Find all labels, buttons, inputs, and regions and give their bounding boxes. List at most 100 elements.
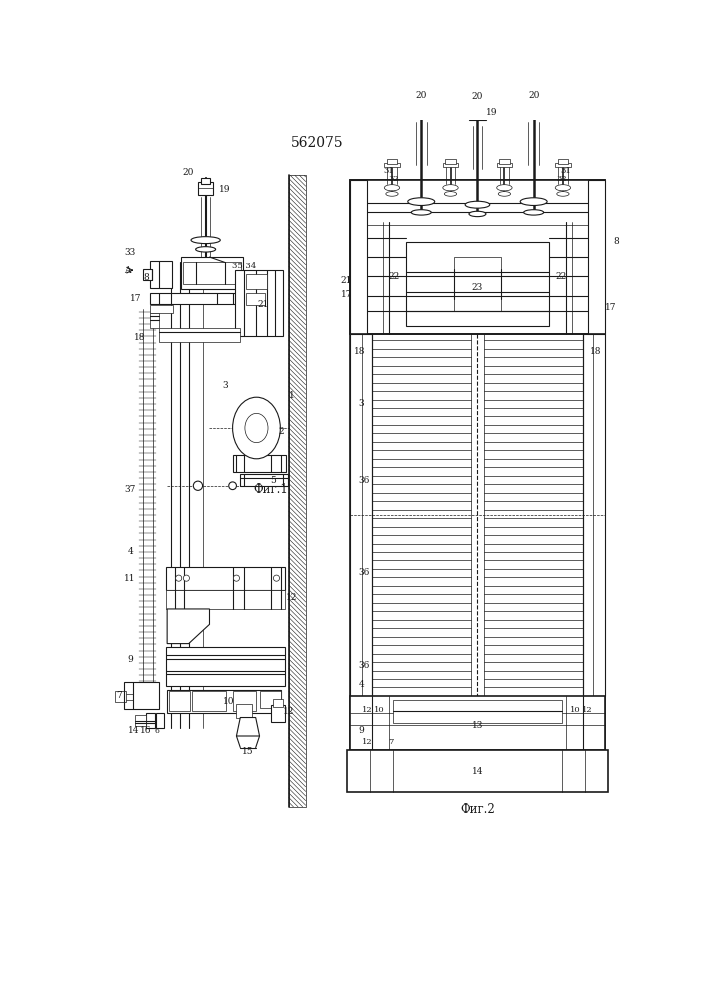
Text: 6: 6 bbox=[250, 414, 256, 423]
Ellipse shape bbox=[411, 210, 431, 215]
Text: 18: 18 bbox=[134, 333, 146, 342]
Text: 32: 32 bbox=[556, 175, 567, 183]
Bar bbox=[146, 713, 155, 728]
Bar bbox=[236, 704, 252, 718]
Text: 5: 5 bbox=[271, 476, 276, 485]
Text: 16: 16 bbox=[140, 726, 151, 735]
Bar bbox=[583, 334, 604, 696]
Bar bbox=[412, 111, 431, 117]
Bar bbox=[351, 334, 372, 696]
Bar bbox=[201, 178, 210, 184]
Bar bbox=[351, 180, 604, 788]
Text: 37: 37 bbox=[124, 485, 136, 494]
Bar bbox=[165, 590, 285, 609]
Ellipse shape bbox=[444, 192, 457, 196]
Bar bbox=[181, 257, 243, 289]
Text: 20: 20 bbox=[416, 91, 427, 100]
Text: 18: 18 bbox=[590, 347, 601, 356]
Bar bbox=[351, 180, 604, 334]
Text: 22: 22 bbox=[555, 272, 566, 281]
Circle shape bbox=[183, 575, 189, 581]
Text: 36: 36 bbox=[358, 476, 370, 485]
Bar bbox=[150, 293, 243, 304]
Circle shape bbox=[274, 575, 279, 581]
Text: 20: 20 bbox=[182, 168, 194, 177]
Ellipse shape bbox=[191, 237, 221, 244]
Bar bbox=[497, 163, 512, 167]
Ellipse shape bbox=[498, 192, 510, 196]
Text: 17: 17 bbox=[341, 290, 352, 299]
Bar bbox=[246, 293, 265, 305]
Bar bbox=[135, 715, 146, 726]
Bar bbox=[124, 682, 158, 709]
Text: 14: 14 bbox=[128, 726, 140, 735]
Bar bbox=[474, 103, 481, 110]
Bar bbox=[150, 261, 172, 288]
Bar bbox=[525, 111, 543, 117]
Bar bbox=[160, 328, 240, 342]
Text: 20: 20 bbox=[472, 92, 483, 101]
Bar bbox=[246, 274, 267, 289]
Ellipse shape bbox=[497, 185, 512, 191]
Circle shape bbox=[233, 575, 240, 581]
Text: 36: 36 bbox=[358, 661, 370, 670]
Bar bbox=[472, 109, 483, 115]
Text: 11: 11 bbox=[124, 574, 136, 583]
Bar bbox=[124, 694, 133, 700]
Ellipse shape bbox=[465, 201, 490, 208]
Polygon shape bbox=[236, 718, 259, 736]
Polygon shape bbox=[167, 609, 209, 644]
Text: 10: 10 bbox=[374, 706, 385, 714]
Ellipse shape bbox=[469, 211, 486, 217]
Text: 3: 3 bbox=[358, 399, 364, 408]
Text: 9: 9 bbox=[358, 726, 364, 735]
Bar bbox=[233, 455, 286, 472]
Text: 12: 12 bbox=[283, 707, 295, 716]
Text: 12: 12 bbox=[286, 593, 298, 602]
Circle shape bbox=[193, 481, 203, 490]
Bar bbox=[385, 163, 399, 167]
Bar bbox=[115, 691, 126, 702]
Text: 10: 10 bbox=[570, 706, 580, 714]
Bar bbox=[271, 705, 285, 722]
Text: 35 34: 35 34 bbox=[232, 262, 256, 270]
Bar bbox=[499, 158, 510, 164]
Text: 12: 12 bbox=[362, 706, 373, 714]
Text: 17: 17 bbox=[605, 303, 617, 312]
Bar bbox=[351, 180, 368, 334]
Bar bbox=[588, 180, 604, 334]
Bar bbox=[351, 696, 604, 750]
Text: 17: 17 bbox=[130, 294, 141, 303]
Text: 22: 22 bbox=[389, 272, 400, 281]
Text: 7: 7 bbox=[116, 691, 122, 700]
Text: 7: 7 bbox=[387, 738, 393, 746]
Bar bbox=[406, 242, 549, 326]
Text: 13: 13 bbox=[472, 721, 483, 730]
Bar bbox=[150, 312, 160, 328]
Ellipse shape bbox=[520, 198, 547, 205]
Text: 562075: 562075 bbox=[291, 136, 344, 150]
Bar bbox=[415, 105, 428, 112]
Bar bbox=[274, 699, 283, 707]
Ellipse shape bbox=[408, 198, 435, 205]
Text: 8: 8 bbox=[144, 273, 149, 282]
Ellipse shape bbox=[557, 192, 569, 196]
Text: 2: 2 bbox=[279, 427, 284, 436]
Bar bbox=[288, 175, 305, 807]
Bar bbox=[387, 158, 397, 164]
Bar bbox=[235, 270, 283, 336]
Bar bbox=[555, 163, 571, 167]
Bar bbox=[198, 182, 214, 195]
Bar bbox=[443, 163, 458, 167]
Bar bbox=[454, 257, 501, 311]
Bar bbox=[192, 691, 226, 711]
Text: 21: 21 bbox=[341, 276, 352, 285]
Bar bbox=[165, 567, 285, 590]
Text: Фиг.1: Фиг.1 bbox=[254, 483, 288, 496]
Text: 9: 9 bbox=[127, 654, 133, 664]
Text: 31: 31 bbox=[383, 167, 395, 175]
Text: 6: 6 bbox=[155, 727, 160, 735]
Bar bbox=[182, 262, 241, 284]
Bar bbox=[240, 474, 288, 486]
Ellipse shape bbox=[385, 185, 399, 191]
